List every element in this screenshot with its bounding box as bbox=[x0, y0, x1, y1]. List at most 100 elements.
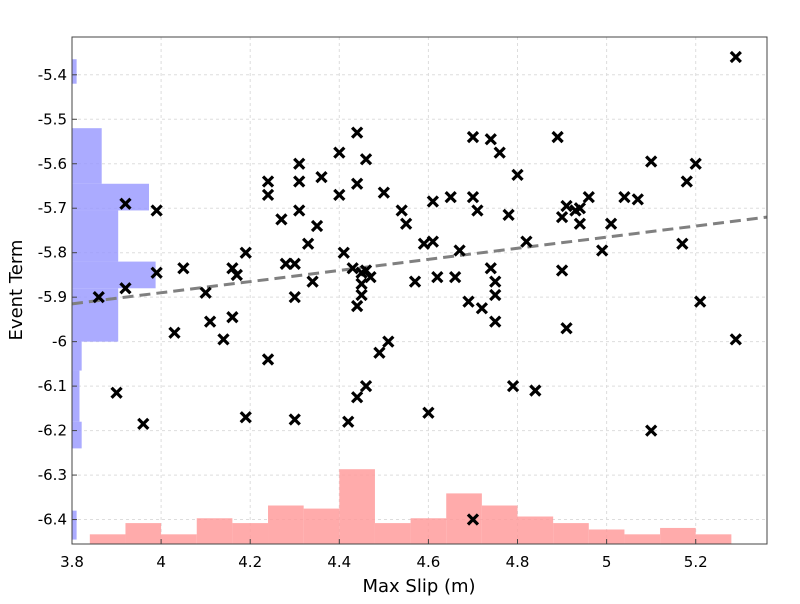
data-point bbox=[484, 262, 497, 275]
data-point bbox=[573, 217, 587, 230]
x-tick-label: 4 bbox=[156, 553, 166, 571]
data-point bbox=[364, 271, 377, 284]
data-point bbox=[261, 175, 275, 188]
data-point bbox=[462, 295, 475, 308]
y-tick-label: -6.1 bbox=[38, 377, 67, 395]
data-point bbox=[293, 157, 306, 170]
data-point bbox=[502, 208, 515, 222]
x-axis-ticks: 3.8 4 4.2 4.4 4.6 4.8 5 5.2 bbox=[60, 539, 708, 571]
data-point bbox=[426, 235, 439, 248]
y-axis-title: Event Term bbox=[6, 240, 27, 341]
x-histogram-bar bbox=[303, 508, 340, 544]
data-point bbox=[645, 424, 658, 437]
data-point bbox=[560, 322, 573, 335]
y-histogram-bar bbox=[72, 421, 82, 449]
data-point bbox=[301, 237, 315, 250]
data-point bbox=[359, 153, 373, 166]
data-point bbox=[377, 186, 390, 199]
data-point bbox=[359, 379, 373, 393]
data-point bbox=[315, 170, 328, 184]
data-point bbox=[395, 204, 408, 217]
x-histogram-bar bbox=[196, 518, 233, 544]
y-tick-label: -5.5 bbox=[38, 110, 67, 128]
y-tick-label: -5.8 bbox=[38, 244, 67, 262]
data-point bbox=[306, 275, 319, 288]
data-point bbox=[373, 346, 386, 359]
plot-area bbox=[72, 37, 767, 544]
data-point bbox=[400, 217, 413, 230]
x-histogram-bar bbox=[89, 534, 126, 544]
data-point bbox=[560, 199, 573, 213]
x-histogram-bar bbox=[125, 523, 162, 544]
y-tick-label: -6 bbox=[52, 333, 67, 351]
x-histogram-bar bbox=[660, 527, 696, 544]
data-point bbox=[382, 335, 395, 348]
data-point bbox=[555, 264, 569, 277]
x-tick-label: 5.2 bbox=[684, 553, 708, 571]
y-tick-label: -5.6 bbox=[38, 155, 67, 173]
data-point bbox=[618, 190, 631, 204]
x-histogram-bar bbox=[374, 523, 411, 544]
data-point bbox=[475, 302, 489, 315]
data-point bbox=[119, 197, 132, 210]
y-histogram-bar bbox=[72, 210, 119, 262]
data-point bbox=[484, 133, 497, 146]
data-point bbox=[288, 257, 301, 270]
data-point bbox=[288, 291, 301, 304]
data-point bbox=[177, 262, 190, 275]
y-histogram-bar bbox=[72, 370, 80, 422]
data-point bbox=[417, 237, 431, 250]
y-tick-label: -6.3 bbox=[38, 466, 67, 484]
data-point bbox=[333, 146, 346, 159]
data-point bbox=[217, 333, 230, 346]
y-histogram-bar bbox=[72, 128, 102, 184]
x-tick-label: 4.2 bbox=[238, 553, 262, 571]
x-tick-label: 3.8 bbox=[60, 553, 84, 571]
data-point bbox=[350, 126, 364, 139]
data-point bbox=[555, 210, 569, 224]
data-point bbox=[355, 288, 368, 302]
data-point bbox=[466, 130, 480, 144]
y-tick-label: -5.9 bbox=[38, 288, 67, 306]
x-histogram-bar bbox=[553, 523, 589, 544]
data-point bbox=[453, 244, 466, 257]
x-histogram-bar bbox=[481, 505, 518, 544]
grid bbox=[71, 37, 767, 544]
y-histogram-bar bbox=[72, 341, 82, 371]
data-point bbox=[520, 235, 533, 248]
trend-line bbox=[71, 215, 768, 306]
x-axis-title: Max Slip (m) bbox=[362, 576, 475, 597]
data-point bbox=[489, 288, 502, 302]
y-axis-ticks: -5.4 -5.5 -5.6 -5.7 -5.8 -5.9 -6 -6.1 -6.2 -6.3 -6… bbox=[38, 66, 77, 529]
y-histogram-bar bbox=[72, 59, 77, 84]
data-point bbox=[337, 246, 350, 259]
plot-frame bbox=[71, 36, 768, 545]
y-histogram-bar bbox=[72, 510, 77, 540]
y-histogram-bar bbox=[72, 183, 149, 211]
data-point bbox=[350, 299, 364, 313]
x-histogram-bar bbox=[446, 493, 482, 544]
data-point bbox=[333, 188, 346, 202]
data-point bbox=[422, 406, 435, 419]
x-tick-label: 4.8 bbox=[506, 553, 530, 571]
data-point bbox=[449, 271, 462, 284]
trend-line-group bbox=[71, 215, 768, 306]
data-point bbox=[729, 333, 742, 346]
data-point bbox=[689, 157, 702, 170]
x-tick-label: 4.4 bbox=[327, 553, 351, 571]
data-point bbox=[239, 246, 252, 259]
data-point bbox=[444, 190, 457, 204]
data-point bbox=[168, 326, 181, 339]
data-point bbox=[261, 353, 275, 366]
data-point bbox=[676, 237, 689, 250]
data-point bbox=[226, 311, 239, 324]
y-tick-label: -6.4 bbox=[38, 511, 67, 529]
x-histogram-bar bbox=[161, 534, 197, 544]
data-point bbox=[150, 204, 163, 217]
x-histogram-bar bbox=[624, 534, 661, 544]
data-point bbox=[511, 168, 524, 181]
data-point bbox=[489, 315, 502, 328]
x-histogram-bar bbox=[339, 469, 375, 544]
